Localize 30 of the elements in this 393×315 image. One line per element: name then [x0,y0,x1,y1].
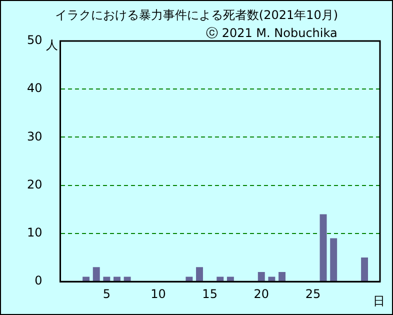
x-tick-label: 5 [102,286,110,301]
y-tick-label: 40 [26,81,42,96]
x-tick-label: 15 [202,286,218,301]
x-tick-label: 25 [305,286,321,301]
chart-title: イラクにおける暴力事件による死者数(2021年10月) [54,7,340,24]
bar [268,276,276,282]
bar [186,276,193,282]
bar [92,267,100,282]
bar [330,238,338,282]
y-axis-title: 人 [46,37,58,54]
y-tick-label: 50 [26,33,42,48]
bar [103,276,110,282]
y-tick-label: 20 [26,177,42,192]
y-tick-label: 10 [26,226,42,240]
x-tick-label: 20 [254,286,270,301]
bar [361,258,368,282]
bar [278,272,286,282]
y-tick-label: 0 [34,274,42,288]
x-tick-label: 10 [150,286,166,301]
bar [258,272,265,282]
bar [124,276,131,282]
bar [226,276,234,282]
chart-subtitle: ⓒ 2021 M. Nobuchika [206,25,338,42]
bar [216,276,224,282]
bar [82,276,90,282]
bar [114,276,120,282]
y-tick-label: 30 [26,129,42,144]
bar [196,267,203,282]
x-axis-title: 日 [373,293,385,310]
bar [320,214,327,282]
